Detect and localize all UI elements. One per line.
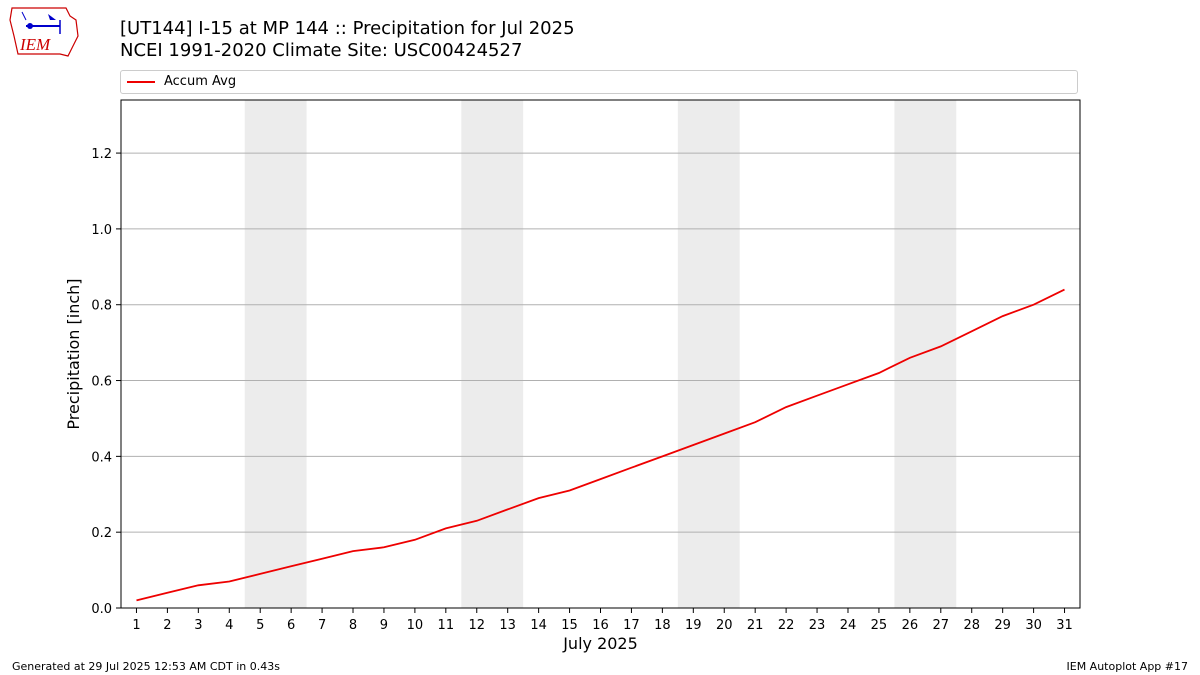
data-point-day-31 xyxy=(1063,288,1065,290)
data-point-day-3 xyxy=(197,584,199,586)
data-point-day-12 xyxy=(476,520,478,522)
logo-text: IEM xyxy=(19,35,51,54)
y-tick-label-4: 0.8 xyxy=(91,299,112,314)
y-tick-label-3: 0.6 xyxy=(91,375,112,390)
x-tick-label-23: 23 xyxy=(809,618,826,633)
generated-timestamp: Generated at 29 Jul 2025 12:53 AM CDT in… xyxy=(12,660,280,673)
legend-label-accum-avg: Accum Avg xyxy=(164,74,237,89)
data-point-day-19 xyxy=(692,444,694,446)
x-tick-label-6: 6 xyxy=(287,618,295,633)
weekend-band-1 xyxy=(244,100,307,608)
x-tick-label-19: 19 xyxy=(685,618,702,633)
legend: Accum Avg xyxy=(120,70,1078,94)
weekend-band-2 xyxy=(461,100,524,608)
iem-logo: IEM xyxy=(9,7,79,57)
data-point-day-1 xyxy=(135,599,137,601)
y-tick-label-1: 0.2 xyxy=(91,526,112,541)
data-point-day-28 xyxy=(971,330,973,332)
x-tick-label-30: 30 xyxy=(1025,618,1042,633)
data-point-day-5 xyxy=(259,573,261,575)
x-tick-label-16: 16 xyxy=(592,618,609,633)
y-tick-label-0: 0.0 xyxy=(91,602,112,617)
x-tick-label-31: 31 xyxy=(1056,618,1073,633)
series-line-accum-avg xyxy=(136,288,1065,602)
x-tick-label-3: 3 xyxy=(194,618,202,633)
x-tick-label-22: 22 xyxy=(778,618,795,633)
x-tick-label-14: 14 xyxy=(530,618,547,633)
autoplot-app-label: IEM Autoplot App #17 xyxy=(1066,660,1189,673)
y-tick-label-5: 1.0 xyxy=(91,223,112,238)
x-tick-label-5: 5 xyxy=(256,618,264,633)
x-tick-label-26: 26 xyxy=(902,618,919,633)
data-point-day-8 xyxy=(352,550,354,552)
chart-subtitle: NCEI 1991-2020 Climate Site: USC00424527 xyxy=(120,40,523,61)
x-tick-label-8: 8 xyxy=(349,618,357,633)
data-point-day-22 xyxy=(785,406,787,408)
weekend-band-4 xyxy=(894,100,957,608)
data-point-day-25 xyxy=(878,372,880,374)
x-tick-label-21: 21 xyxy=(747,618,764,633)
data-point-day-2 xyxy=(166,592,168,594)
data-point-day-24 xyxy=(847,383,849,385)
data-point-day-17 xyxy=(630,467,632,469)
data-point-day-21 xyxy=(754,421,756,423)
x-tick-label-18: 18 xyxy=(654,618,671,633)
x-tick-label-12: 12 xyxy=(468,618,485,633)
x-tick-label-11: 11 xyxy=(438,618,455,633)
x-tick-label-29: 29 xyxy=(994,618,1011,633)
y-tick-label-6: 1.2 xyxy=(91,147,112,162)
x-tick-label-4: 4 xyxy=(225,618,233,633)
data-point-day-4 xyxy=(228,580,230,582)
data-point-day-14 xyxy=(537,497,539,499)
x-tick-label-10: 10 xyxy=(407,618,424,633)
weekend-band-3 xyxy=(677,100,740,608)
data-point-day-20 xyxy=(723,432,725,434)
data-point-day-26 xyxy=(909,357,911,359)
data-point-day-29 xyxy=(1001,315,1003,317)
y-axis-label: Precipitation [inch] xyxy=(64,278,83,429)
x-tick-label-2: 2 xyxy=(163,618,171,633)
data-point-day-27 xyxy=(940,345,942,347)
x-tick-label-1: 1 xyxy=(132,618,140,633)
x-tick-label-27: 27 xyxy=(933,618,950,633)
chart-title: [UT144] I-15 at MP 144 :: Precipitation … xyxy=(120,18,575,39)
data-point-day-30 xyxy=(1032,304,1034,306)
x-tick-label-13: 13 xyxy=(499,618,516,633)
data-point-day-10 xyxy=(414,539,416,541)
data-point-day-9 xyxy=(383,546,385,548)
x-tick-label-25: 25 xyxy=(871,618,888,633)
data-point-day-7 xyxy=(321,558,323,560)
data-point-day-11 xyxy=(445,527,447,529)
x-axis-label: July 2025 xyxy=(562,634,638,653)
data-point-day-13 xyxy=(506,508,508,510)
data-point-day-15 xyxy=(568,489,570,491)
x-tick-label-17: 17 xyxy=(623,618,640,633)
data-point-day-23 xyxy=(816,395,818,397)
x-tick-label-20: 20 xyxy=(716,618,733,633)
data-point-day-16 xyxy=(599,478,601,480)
data-point-day-18 xyxy=(661,455,663,457)
y-tick-label-2: 0.4 xyxy=(91,450,112,465)
x-tick-label-7: 7 xyxy=(318,618,326,633)
data-point-day-6 xyxy=(290,565,292,567)
x-tick-label-9: 9 xyxy=(380,618,388,633)
legend-swatch-accum-avg xyxy=(127,81,155,83)
x-tick-label-15: 15 xyxy=(561,618,578,633)
x-tick-label-24: 24 xyxy=(840,618,857,633)
x-tick-label-28: 28 xyxy=(963,618,980,633)
